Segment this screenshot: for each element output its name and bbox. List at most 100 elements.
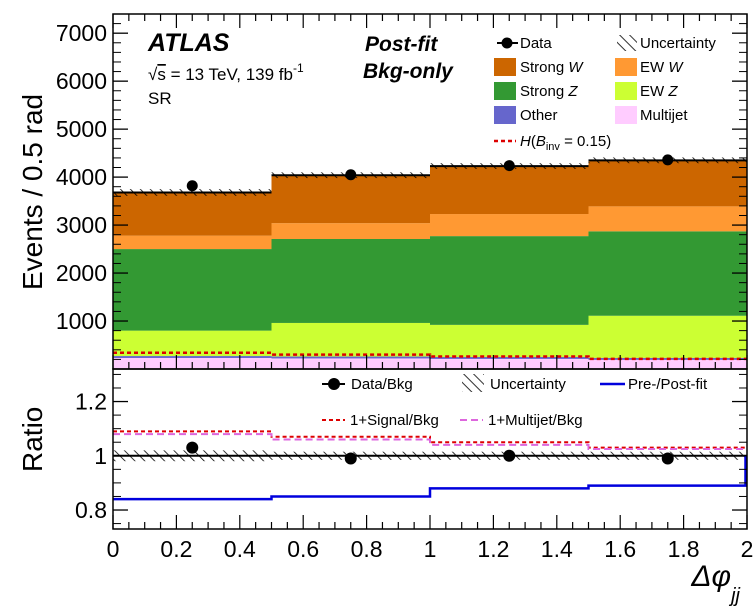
main-y-tick-label-3000: 3000 xyxy=(56,212,107,238)
legend-strong-z-swatch xyxy=(494,82,516,100)
ratio-y-axis-title: Ratio xyxy=(17,407,48,472)
main-y-tick-label-2000: 2000 xyxy=(56,260,107,286)
main-panel: 1000 2000 3000 4000 5000 6000 7000 Events / 0.… xyxy=(17,13,748,370)
bar-ew-z-bin-3 xyxy=(588,315,747,358)
ratio-data-point-1 xyxy=(344,452,357,465)
bar-strong-z-bin-2 xyxy=(430,236,589,325)
ratio-y-tick-label-1: 1 xyxy=(94,443,107,469)
legend-pre-post-fit-label: Pre-/Post-fit xyxy=(628,376,708,393)
region-label: SR xyxy=(148,89,172,108)
x-tick-label-9: 1.8 xyxy=(668,536,700,562)
legend-ew-w-label: EW W xyxy=(640,59,684,76)
legend-multijet-label: Multijet xyxy=(640,107,688,124)
data-point-2 xyxy=(503,160,515,172)
data-point-3 xyxy=(662,154,674,166)
legend-ew-w-swatch xyxy=(615,58,637,76)
ratio-legend: Data/Bkg Uncertainty Pre-/Post-fit 1+Sig… xyxy=(322,374,708,429)
legend-data-bkg-marker xyxy=(328,378,340,390)
legend-strong-z: Strong Z xyxy=(494,82,578,100)
ratio-panel: 0.8 1 1.2 0 0.2 0.4 0.6 0.8 1 1.2 1.4 1.6 1.8 2 Rati… xyxy=(17,368,754,607)
legend-signal: H(Binv = 0.15) xyxy=(494,133,611,153)
legend-ew-z-swatch xyxy=(615,82,637,100)
main-y-tick-label-7000: 7000 xyxy=(56,20,107,46)
legend-strong-w: Strong W xyxy=(494,58,584,76)
legend-other-swatch xyxy=(494,106,516,124)
main-y-axis-title: Events / 0.5 rad xyxy=(17,94,48,290)
legend-uncertainty-swatch xyxy=(617,35,637,51)
x-axis-title: Δφjj xyxy=(690,560,740,607)
ratio-content xyxy=(113,430,747,501)
bkg-only-label: Bkg-only xyxy=(363,60,454,83)
bar-ew-w-bin-0 xyxy=(113,235,272,250)
legend-data-label: Data xyxy=(520,35,552,52)
bar-ew-w-bin-1 xyxy=(271,223,430,239)
legend-signal-bkg: 1+Signal/Bkg xyxy=(322,412,439,429)
x-tick-label-5: 1 xyxy=(424,536,437,562)
bar-ew-w-bin-3 xyxy=(588,206,747,232)
x-tick-label-3: 0.6 xyxy=(287,536,319,562)
ratio-data-point-3 xyxy=(661,452,674,465)
x-tick-label-10: 2 xyxy=(741,536,754,562)
legend-ew-z-label: EW Z xyxy=(640,83,678,100)
legend-ew-w: EW W xyxy=(615,58,684,76)
legend-multijet-bkg: 1+Multijet/Bkg xyxy=(460,412,583,429)
legend-uncertainty: Uncertainty xyxy=(617,35,716,52)
ratio-pre-post-fit-line xyxy=(113,455,747,501)
bar-strong-w-bin-0 xyxy=(113,192,272,236)
legend-ratio-uncertainty-swatch xyxy=(462,374,484,392)
stacked-histogram xyxy=(113,160,747,369)
data-point-0 xyxy=(186,180,198,192)
legend-signal-label: H(Binv = 0.15) xyxy=(520,133,611,153)
legend-ratio-uncertainty: Uncertainty xyxy=(462,374,566,393)
data-point-1 xyxy=(345,169,357,181)
atlas-text: ATLAS xyxy=(147,29,230,57)
legend-multijet-bkg-label: 1+Multijet/Bkg xyxy=(488,412,583,429)
ratio-multijet-bkg-line xyxy=(113,433,747,450)
legend-pre-post-fit: Pre-/Post-fit xyxy=(600,376,708,393)
fit-stamp: Post-fit Bkg-only xyxy=(363,33,454,83)
x-tick-label-8: 1.6 xyxy=(604,536,636,562)
bar-strong-w-bin-2 xyxy=(430,166,589,215)
lumi-exponent: -1 xyxy=(293,61,304,75)
ratio-y-tick-label-2: 1.2 xyxy=(75,389,107,415)
bar-ew-z-bin-2 xyxy=(430,324,589,358)
ratio-data-point-0 xyxy=(186,441,199,454)
bar-other-bin-0 xyxy=(113,356,272,358)
x-tick-label-4: 0.8 xyxy=(351,536,383,562)
bar-ew-z-bin-1 xyxy=(271,322,430,357)
bar-other-bin-2 xyxy=(430,357,589,359)
bar-strong-z-bin-1 xyxy=(271,238,430,323)
main-y-tick-label-6000: 6000 xyxy=(56,68,107,94)
atlas-label: ATLAS √s = 13 TeV, 139 fb-1 SR xyxy=(147,29,304,108)
x-tick-label-6: 1.2 xyxy=(477,536,509,562)
x-tick-label-0: 0 xyxy=(107,536,120,562)
bar-other-bin-1 xyxy=(271,356,430,359)
ratio-x-ticks: 0 0.2 0.4 0.6 0.8 1 1.2 1.4 1.6 1.8 2 xyxy=(107,515,754,562)
main-x-ticks xyxy=(112,14,748,369)
main-y-tick-label-1000: 1000 xyxy=(56,308,107,334)
s-symbol: s xyxy=(157,65,166,84)
legend-other: Other xyxy=(494,106,558,124)
legend-strong-w-swatch xyxy=(494,58,516,76)
legend-other-label: Other xyxy=(520,107,558,124)
energy-lumi-text: √s = 13 TeV, 139 fb-1 xyxy=(148,61,304,84)
legend-signal-bkg-label: 1+Signal/Bkg xyxy=(350,412,439,429)
bar-strong-z-bin-0 xyxy=(113,249,272,331)
legend-data-bkg-label: Data/Bkg xyxy=(351,376,413,393)
legend-data-bkg: Data/Bkg xyxy=(322,376,413,393)
legend-multijet-swatch xyxy=(615,106,637,124)
legend-strong-z-label: Strong Z xyxy=(520,83,578,100)
energy-lumi-value: = 13 TeV, 139 fb xyxy=(166,65,293,84)
ratio-y-tick-label-0: 0.8 xyxy=(75,497,107,523)
main-legend: Data Uncertainty Strong W EW W Strong Z … xyxy=(494,35,716,153)
x-tick-label-7: 1.4 xyxy=(541,536,573,562)
main-y-tick-label-4000: 4000 xyxy=(56,164,107,190)
bar-ew-w-bin-2 xyxy=(430,214,589,237)
ratio-y-ticks: 0.8 1 1.2 xyxy=(75,373,747,525)
sqrt-symbol: √ xyxy=(148,65,158,84)
post-fit-label: Post-fit xyxy=(365,33,438,56)
legend-strong-w-label: Strong W xyxy=(520,59,584,76)
main-y-tick-label-5000: 5000 xyxy=(56,116,107,142)
bar-strong-w-bin-3 xyxy=(588,160,747,207)
